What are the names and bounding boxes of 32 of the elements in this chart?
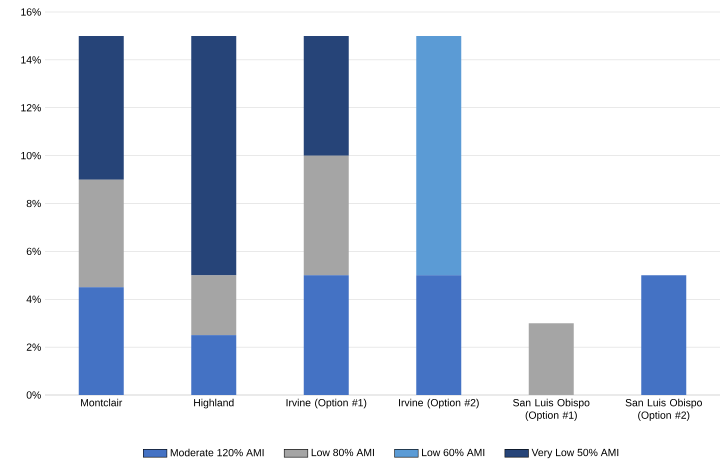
bar (304, 36, 349, 156)
y-tick-label: 12% (21, 104, 41, 112)
bar (191, 275, 236, 336)
bar (416, 275, 462, 395)
y-tick-label: 16% (21, 8, 41, 16)
y-tick-label: 6% (26, 248, 41, 256)
y-tick-label: 8% (26, 200, 41, 208)
y-tick-label: 10% (21, 152, 41, 160)
legend-label: Low 60% AMI (422, 448, 484, 456)
y-tick-label: 2% (26, 343, 41, 351)
y-tick-label: 14% (21, 56, 41, 64)
bar (191, 36, 236, 276)
x-tick-label: Montclair (81, 398, 122, 406)
bar (416, 36, 462, 276)
legend-label: Low 80% AMI (312, 448, 374, 456)
bar (304, 275, 349, 395)
bar (641, 275, 686, 395)
bar (78, 180, 124, 288)
x-tick-label: Irvine (Option #1) (286, 398, 366, 408)
bar (304, 156, 349, 276)
x-tick-label: Irvine (Option #2) (399, 398, 479, 408)
bar (78, 287, 124, 395)
bar (191, 335, 236, 395)
x-tick-label: San Luis Obispo (Option #1) (513, 398, 590, 421)
bar (78, 36, 124, 180)
x-tick-label: Highland (194, 398, 234, 408)
x-tick-label: San Luis Obispo (Option #2) (626, 398, 702, 421)
y-tick-label: 4% (26, 296, 41, 303)
bar (528, 323, 574, 395)
legend-label: Moderate 120% AMI (170, 448, 264, 456)
legend-label: Very Low 50% AMI (532, 448, 618, 458)
y-tick-label: 0% (26, 391, 41, 399)
